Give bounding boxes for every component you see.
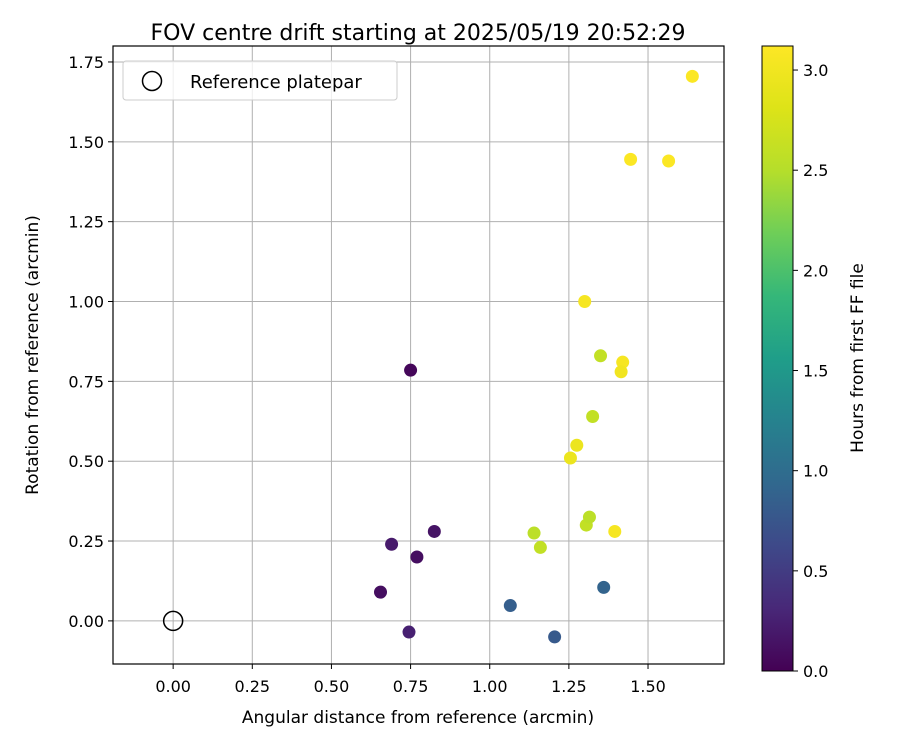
legend-box xyxy=(122,60,398,101)
data-point xyxy=(582,510,596,524)
reference-point xyxy=(162,610,184,632)
colorbar-tick-label: 0.0 xyxy=(803,662,828,681)
x-tick-label: 1.00 xyxy=(472,677,508,696)
data-point xyxy=(594,349,608,363)
data-point xyxy=(570,438,584,452)
data-point xyxy=(685,69,699,83)
x-axis-label: Angular distance from reference (arcmin) xyxy=(242,708,594,728)
data-point xyxy=(578,295,592,309)
y-axis-ticks: 0.00 0.25 0.50 0.75 1.00 1.25 1.50 1.75 xyxy=(68,53,113,631)
grid-lines xyxy=(113,46,724,664)
x-tick-label: 0.50 xyxy=(314,677,350,696)
data-point xyxy=(586,409,600,423)
data-points xyxy=(374,69,699,644)
colorbar-tick-label: 1.5 xyxy=(803,362,828,381)
colorbar-tick-label: 2.0 xyxy=(803,261,828,280)
colorbar-tick-label: 1.0 xyxy=(803,462,828,481)
y-axis-label: Rotation from reference (arcmin) xyxy=(23,215,43,495)
data-point xyxy=(503,599,517,613)
data-point xyxy=(385,537,399,551)
data-point xyxy=(410,550,424,564)
y-tick-label: 1.25 xyxy=(68,213,104,232)
y-tick-label: 1.00 xyxy=(68,293,104,312)
x-tick-label: 0.75 xyxy=(393,677,429,696)
x-axis-ticks: 0.00 0.25 0.50 0.75 1.00 1.25 1.50 xyxy=(155,664,666,696)
chart-title: FOV centre drift starting at 2025/05/19 … xyxy=(151,21,686,46)
y-tick-label: 0.25 xyxy=(68,532,104,551)
colorbar-tick-label: 0.5 xyxy=(803,562,828,581)
y-tick-label: 1.75 xyxy=(68,53,104,72)
data-point xyxy=(548,630,562,644)
data-point xyxy=(374,585,388,599)
colorbar-label: Hours from first FF file xyxy=(848,263,868,453)
y-tick-label: 0.75 xyxy=(68,372,104,391)
data-point xyxy=(662,154,676,168)
data-point xyxy=(614,365,628,379)
colorbar-gradient xyxy=(761,45,794,672)
y-tick-label: 0.00 xyxy=(68,612,104,631)
data-point xyxy=(616,355,630,369)
colorbar: 0.0 0.5 1.0 1.5 2.0 2.5 3.0 Hours from first F… xyxy=(761,45,868,681)
legend-label: Reference platepar xyxy=(190,72,362,93)
data-point xyxy=(608,524,622,538)
x-tick-label: 0.25 xyxy=(234,677,270,696)
data-point xyxy=(597,580,611,594)
x-tick-label: 1.50 xyxy=(630,677,666,696)
x-tick-label: 0.00 xyxy=(155,677,191,696)
y-tick-label: 0.50 xyxy=(68,452,104,471)
data-point xyxy=(527,526,541,540)
colorbar-ticks: 0.0 0.5 1.0 1.5 2.0 2.5 3.0 xyxy=(793,61,828,681)
plot-frame xyxy=(112,45,725,665)
data-point xyxy=(533,540,547,554)
x-tick-label: 1.25 xyxy=(551,677,587,696)
data-point xyxy=(427,524,441,538)
legend: Reference platepar xyxy=(122,60,398,101)
data-point xyxy=(563,451,577,465)
data-point xyxy=(402,625,416,639)
y-tick-label: 1.50 xyxy=(68,133,104,152)
colorbar-tick-label: 2.5 xyxy=(803,161,828,180)
reference-marker xyxy=(162,610,184,632)
data-point xyxy=(404,363,418,377)
data-point xyxy=(624,152,638,166)
colorbar-tick-label: 3.0 xyxy=(803,61,828,80)
legend-marker xyxy=(141,70,163,92)
